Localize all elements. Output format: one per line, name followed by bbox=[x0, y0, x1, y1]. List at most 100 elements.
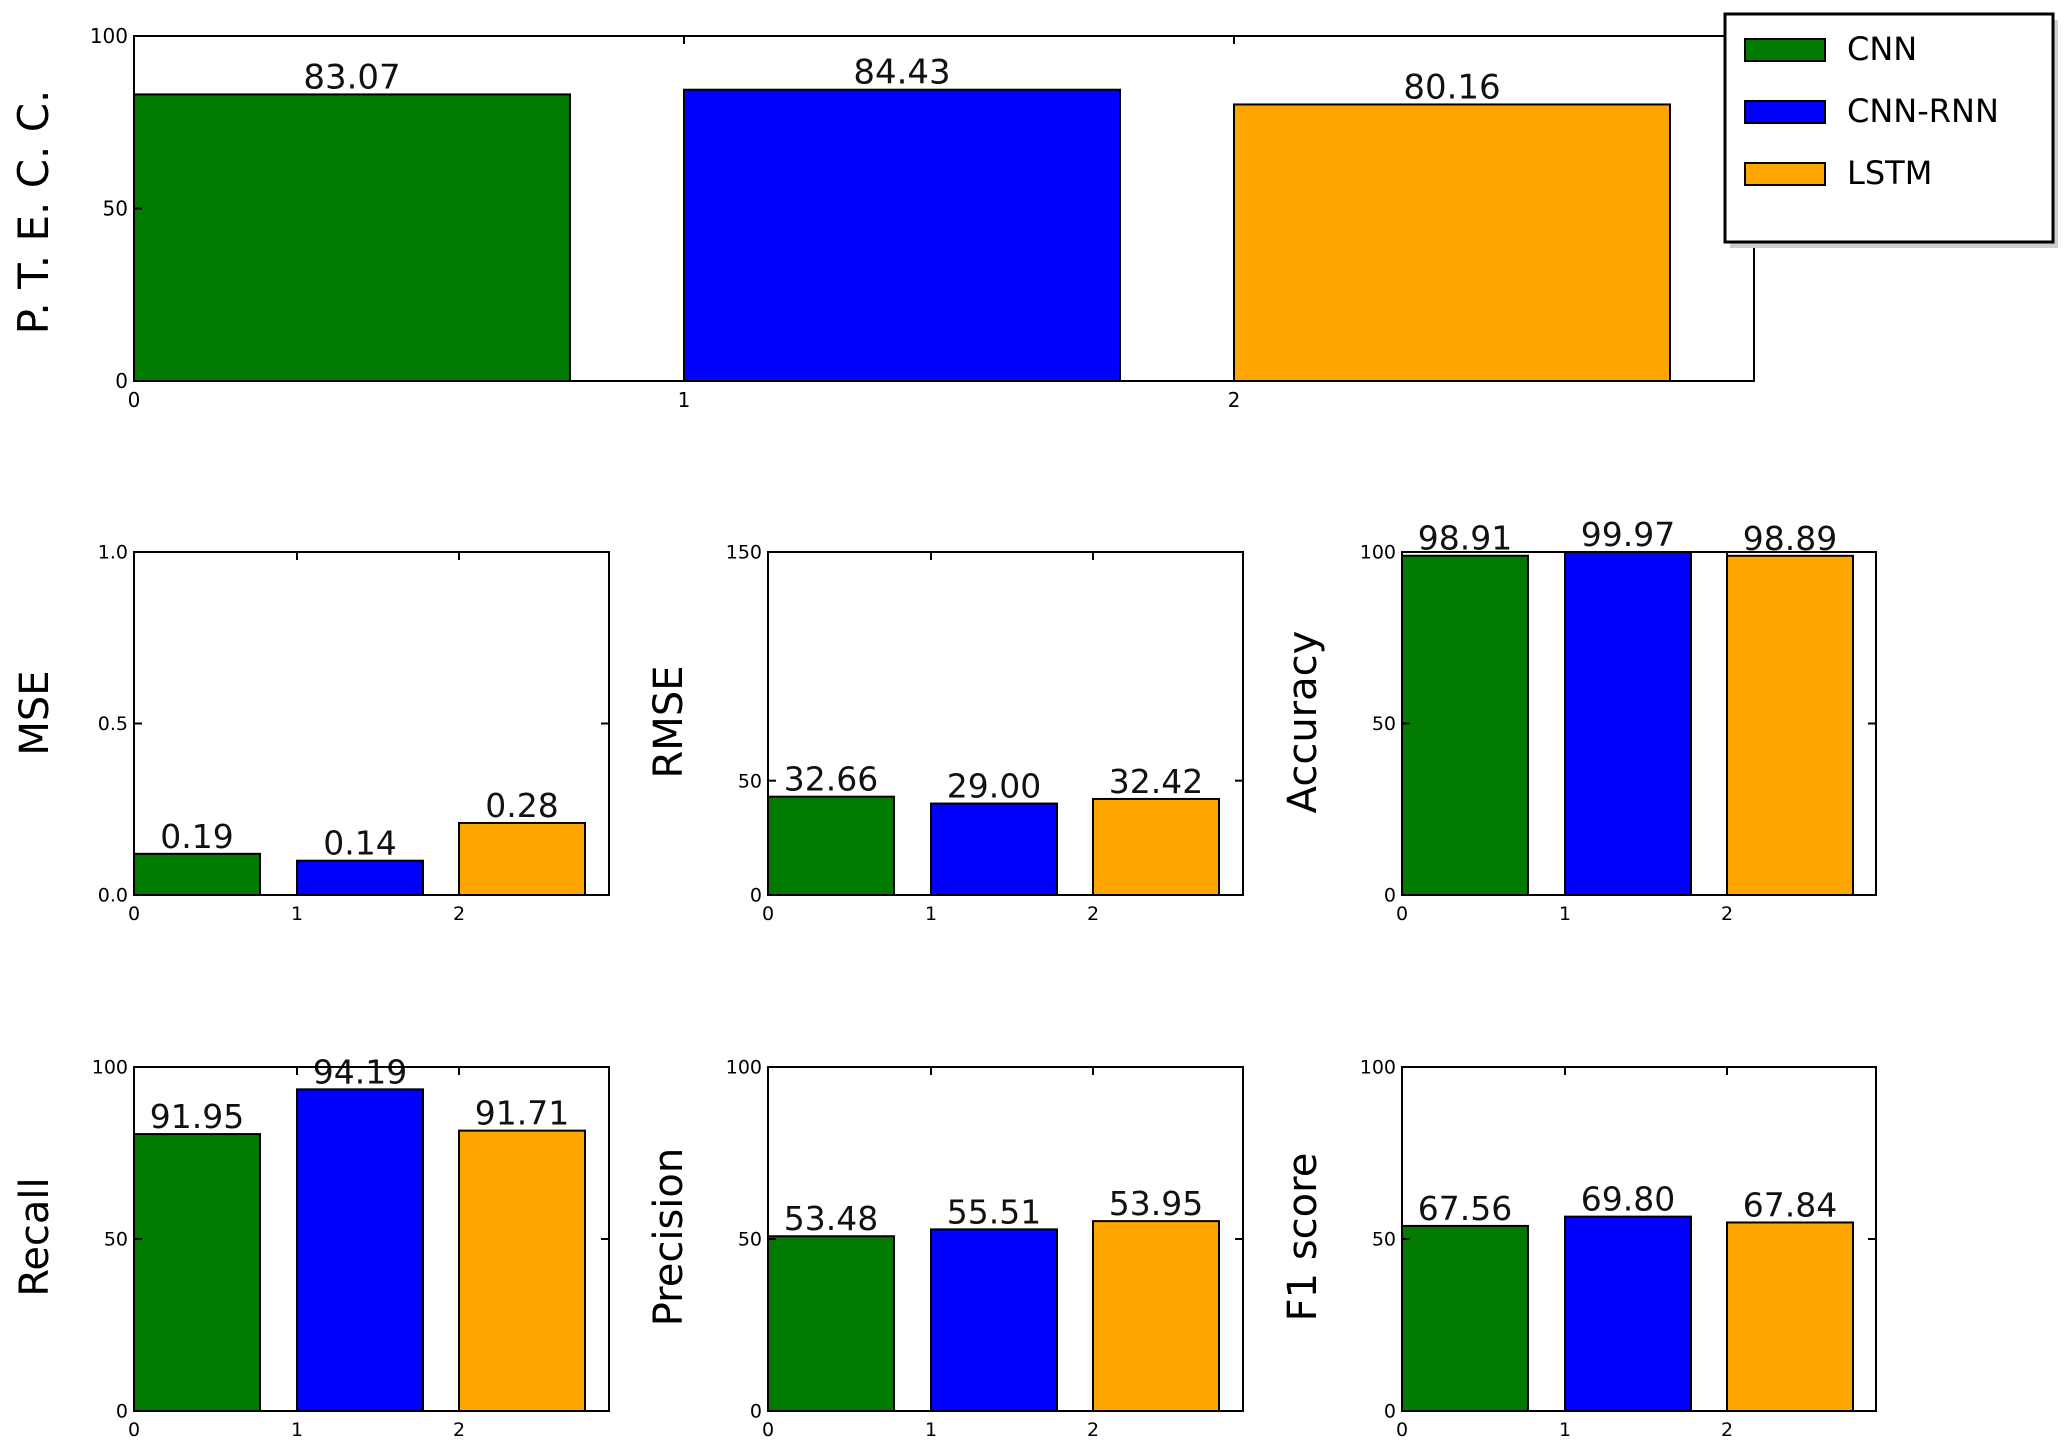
bar-f1-lstm bbox=[1726, 1221, 1854, 1413]
xtick-label-recall: 2 bbox=[453, 1419, 465, 1441]
panel-rmse: 32.66 29.00 32.42 0 50 150 0 1 2 RMSE bbox=[646, 542, 1244, 925]
value-label-accuracy-cnn-rnn: 99.97 bbox=[1581, 515, 1675, 554]
xtick-label-accuracy: 1 bbox=[1559, 903, 1571, 925]
panel-recall: 91.95 94.19 91.71 0 50 100 0 1 2 Recall bbox=[12, 1052, 610, 1441]
panel-mse: 0.19 0.14 0.28 0.0 0.5 1.0 0 1 2 MSE bbox=[12, 542, 610, 925]
xtick-label-recall: 0 bbox=[128, 1419, 140, 1441]
value-label-mse-cnn-rnn: 0.14 bbox=[323, 824, 396, 863]
ytick-label-rmse: 50 bbox=[738, 770, 762, 792]
ylabel-f1: F1 score bbox=[1280, 1153, 1326, 1322]
legend: CNN CNN-RNN LSTM bbox=[1723, 12, 2058, 248]
xtick-label-f1: 0 bbox=[1396, 1419, 1408, 1441]
bar-ptecc-lstm bbox=[1233, 103, 1671, 382]
ytick-label-recall: 0 bbox=[116, 1401, 128, 1423]
xtick-label-precision: 2 bbox=[1087, 1419, 1099, 1441]
ytick-label-mse: 1.0 bbox=[98, 542, 128, 564]
value-label-f1-cnn-rnn: 69.80 bbox=[1581, 1180, 1675, 1219]
legend-swatch-lstm bbox=[1744, 162, 1826, 186]
bar-recall-lstm bbox=[458, 1129, 586, 1412]
xtick-label-mse: 0 bbox=[128, 903, 140, 925]
xtick-label-ptecc: 1 bbox=[678, 388, 691, 412]
bar-rmse-cnn bbox=[767, 795, 895, 897]
ylabel-ptecc: P. T. E. C. C. bbox=[9, 90, 58, 335]
ytick-label-ptecc: 0 bbox=[115, 369, 128, 393]
value-label-precision-cnn-rnn: 55.51 bbox=[947, 1192, 1041, 1231]
value-label-precision-lstm: 53.95 bbox=[1109, 1184, 1203, 1223]
xtick-label-ptecc: 0 bbox=[128, 388, 141, 412]
value-label-mse-cnn: 0.19 bbox=[160, 817, 233, 856]
ytick-label-mse: 0.0 bbox=[98, 885, 128, 907]
value-label-ptecc-cnn-rnn: 84.43 bbox=[853, 53, 950, 93]
value-label-ptecc-cnn: 83.07 bbox=[303, 57, 400, 97]
bar-ptecc-cnn bbox=[133, 93, 571, 382]
ytick-label-accuracy: 100 bbox=[1360, 542, 1396, 564]
bar-mse-cnn bbox=[133, 852, 261, 897]
axes-frame-rmse bbox=[767, 551, 1244, 896]
ytick-label-f1: 100 bbox=[1360, 1057, 1396, 1079]
value-label-rmse-cnn-rnn: 29.00 bbox=[947, 767, 1041, 806]
panel-f1: 67.56 69.80 67.84 0 50 100 0 1 2 F1 score bbox=[1280, 1057, 1877, 1441]
legend-label-cnn-rnn: CNN-RNN bbox=[1847, 92, 1999, 130]
legend-label-cnn: CNN bbox=[1847, 30, 1917, 68]
bar-accuracy-cnn bbox=[1401, 554, 1529, 896]
bar-accuracy-lstm bbox=[1726, 554, 1854, 896]
ytick-label-accuracy: 0 bbox=[1384, 885, 1396, 907]
ytick-label-f1: 0 bbox=[1384, 1401, 1396, 1423]
ylabel-mse: MSE bbox=[12, 670, 58, 755]
ytick-label-precision: 50 bbox=[738, 1229, 762, 1251]
value-label-ptecc-lstm: 80.16 bbox=[1403, 67, 1500, 107]
ytick-label-precision: 100 bbox=[726, 1057, 762, 1079]
ytick-label-mse: 0.5 bbox=[98, 713, 128, 735]
bar-mse-lstm bbox=[458, 821, 586, 896]
ytick-label-accuracy: 50 bbox=[1372, 713, 1396, 735]
panel-precision: 53.48 55.51 53.95 0 50 100 0 1 2 Precision bbox=[646, 1057, 1244, 1441]
bar-precision-lstm bbox=[1092, 1220, 1220, 1413]
value-label-rmse-lstm: 32.42 bbox=[1109, 762, 1203, 801]
xtick-label-f1: 2 bbox=[1721, 1419, 1733, 1441]
ytick-label-ptecc: 50 bbox=[103, 197, 128, 221]
value-label-rmse-cnn: 32.66 bbox=[784, 760, 878, 799]
ytick-label-recall: 100 bbox=[92, 1057, 128, 1079]
ylabel-recall: Recall bbox=[12, 1177, 58, 1296]
ytick-label-rmse: 0 bbox=[750, 885, 762, 907]
bar-recall-cnn-rnn bbox=[296, 1088, 424, 1412]
xtick-label-f1: 1 bbox=[1559, 1419, 1571, 1441]
xtick-label-ptecc: 2 bbox=[1228, 388, 1241, 412]
xtick-label-accuracy: 0 bbox=[1396, 903, 1408, 925]
value-label-mse-lstm: 0.28 bbox=[485, 786, 558, 825]
ytick-label-f1: 50 bbox=[1372, 1229, 1396, 1251]
panel-ptecc: 83.07 84.43 80.16 0 50 100 0 1 2 P. T. E. C. C. bbox=[9, 24, 1755, 412]
value-label-f1-cnn: 67.56 bbox=[1418, 1189, 1512, 1228]
xtick-label-rmse: 0 bbox=[762, 903, 774, 925]
bar-f1-cnn bbox=[1401, 1224, 1529, 1412]
bar-precision-cnn bbox=[767, 1235, 895, 1413]
xtick-label-precision: 0 bbox=[762, 1419, 774, 1441]
xtick-label-mse: 1 bbox=[291, 903, 303, 925]
ytick-label-rmse: 150 bbox=[726, 542, 762, 564]
ytick-label-ptecc: 100 bbox=[90, 24, 128, 48]
value-label-f1-lstm: 67.84 bbox=[1743, 1185, 1837, 1224]
bar-accuracy-cnn-rnn bbox=[1564, 551, 1692, 896]
bar-f1-cnn-rnn bbox=[1564, 1215, 1692, 1413]
value-label-precision-cnn: 53.48 bbox=[784, 1199, 878, 1238]
xtick-label-rmse: 2 bbox=[1087, 903, 1099, 925]
bar-rmse-cnn-rnn bbox=[930, 802, 1058, 896]
bar-rmse-lstm bbox=[1092, 797, 1220, 897]
value-label-recall-lstm: 91.71 bbox=[475, 1094, 569, 1133]
bar-ptecc-cnn-rnn bbox=[683, 88, 1121, 383]
legend-swatch-cnn-rnn bbox=[1744, 100, 1826, 124]
legend-label-lstm: LSTM bbox=[1847, 154, 1932, 192]
bar-mse-cnn-rnn bbox=[296, 859, 424, 897]
xtick-label-precision: 1 bbox=[925, 1419, 937, 1441]
xtick-label-rmse: 1 bbox=[925, 903, 937, 925]
value-label-recall-cnn: 91.95 bbox=[150, 1097, 244, 1136]
legend-swatch-cnn bbox=[1744, 38, 1826, 62]
bar-recall-cnn bbox=[133, 1133, 261, 1412]
xtick-label-accuracy: 2 bbox=[1721, 903, 1733, 925]
value-label-recall-cnn-rnn: 94.19 bbox=[313, 1052, 407, 1091]
ytick-label-precision: 0 bbox=[750, 1401, 762, 1423]
xtick-label-recall: 1 bbox=[291, 1419, 303, 1441]
bar-precision-cnn-rnn bbox=[930, 1228, 1058, 1413]
xtick-label-mse: 2 bbox=[453, 903, 465, 925]
